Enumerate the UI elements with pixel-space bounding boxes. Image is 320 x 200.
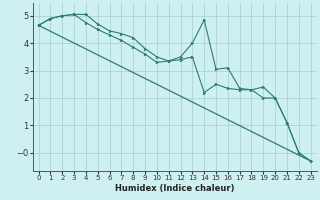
X-axis label: Humidex (Indice chaleur): Humidex (Indice chaleur) xyxy=(115,184,234,193)
